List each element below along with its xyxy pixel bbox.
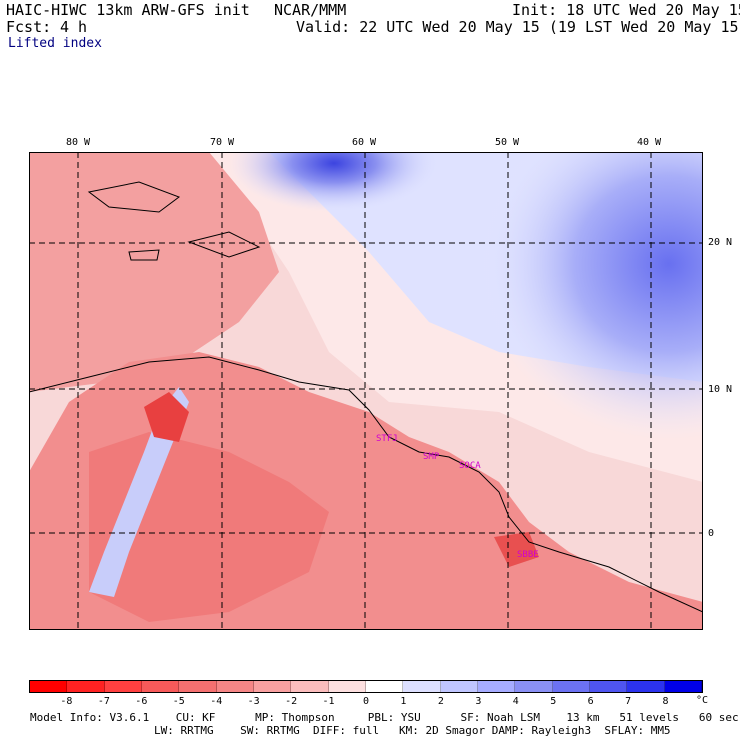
model-info-line1: Model Info: V3.6.1 CU: KF MP: Thompson P… [30, 711, 739, 724]
lifted-index-map: STFJ SMP SOCA SBBE [29, 152, 703, 630]
colorbar-tick-label: 2 [437, 696, 444, 707]
forecast-hours: 4 h [60, 18, 88, 36]
lon-label-50w: 50 W [495, 137, 520, 148]
colorbar-tick-label: 8 [662, 696, 669, 707]
colorbar-swatch [589, 681, 628, 692]
init-time: Init: 18 UTC Wed 20 May 15 [512, 1, 740, 19]
lat-label-0: 0 [708, 528, 715, 539]
colorbar-tick-label: 3 [475, 696, 482, 707]
colorbar-tick-label: -5 [172, 696, 185, 707]
colorbar-tick-label: -2 [285, 696, 298, 707]
colorbar-tick-label: -7 [97, 696, 110, 707]
colorbar-tick-label: -6 [135, 696, 148, 707]
colorbar-swatch [216, 681, 254, 692]
forecast-label: Fcst: [6, 18, 52, 36]
station-label-sbbe: SBBE [517, 550, 539, 560]
colorbar-unit: °C [696, 695, 709, 706]
lat-label-10n: 10 N [708, 384, 733, 395]
station-label-soca: SOCA [459, 461, 481, 471]
colorbar-swatch [477, 681, 516, 692]
colorbar-swatch [104, 681, 142, 692]
colorbar-swatch [403, 681, 441, 692]
colorbar [29, 680, 703, 693]
colorbar-swatch [291, 681, 329, 692]
colorbar-swatch [365, 681, 404, 692]
intense-convection-colombia [144, 392, 189, 442]
coastline [29, 356, 703, 613]
colorbar-swatch [141, 681, 180, 692]
colorbar-tick-label: -1 [322, 696, 335, 707]
colorbar-tick-label: -4 [210, 696, 223, 707]
field-name: Lifted index [8, 36, 102, 51]
lat-lon-grid [29, 152, 703, 630]
lon-label-80w: 80 W [66, 137, 91, 148]
colorbar-tick-label: -3 [247, 696, 260, 707]
warm-caribbean-region [29, 152, 279, 392]
andes-stable-strip [89, 387, 189, 597]
colorbar-tick-label: 0 [362, 696, 370, 707]
jamaica-outline [128, 249, 160, 261]
colorbar-swatch [440, 681, 478, 692]
colorbar-swatch [627, 681, 665, 692]
map-frame [29, 152, 703, 630]
colorbar-tick-label: 1 [400, 696, 407, 707]
colorbar-tick-label: 6 [587, 696, 594, 707]
colorbar-swatch [328, 681, 366, 692]
station-label-stfj: STFJ [376, 434, 398, 444]
cuba-outline [87, 181, 181, 213]
lon-label-60w: 60 W [352, 137, 377, 148]
colorbar-tick-label: 5 [550, 696, 557, 707]
colorbar-swatch [552, 681, 590, 692]
colorbar-swatch [30, 681, 68, 692]
lon-label-70w: 70 W [210, 137, 235, 148]
valid-time: Valid: 22 UTC Wed 20 May 15 (19 LST Wed … [296, 18, 740, 36]
colorbar-tick-label: -8 [60, 696, 73, 707]
model-title: HAIC-HIWC 13km ARW-GFS init [6, 1, 250, 19]
org-label: NCAR/MMM [274, 1, 347, 19]
colorbar-swatch [515, 681, 553, 692]
colorbar-swatch [67, 681, 105, 692]
colorbar-swatch [253, 681, 292, 692]
hispaniola-outline [187, 231, 261, 258]
colorbar-tick-label: 7 [625, 696, 632, 707]
colorbar-swatch [664, 681, 702, 692]
colorbar-tick-label: 4 [512, 696, 519, 707]
model-info-line2: LW: RRTMG SW: RRTMG DIFF: full KM: 2D Sm… [154, 724, 671, 737]
colorbar-swatch [179, 681, 217, 692]
lon-label-40w: 40 W [637, 137, 662, 148]
station-label-smp: SMP [423, 452, 440, 462]
lat-label-20n: 20 N [708, 237, 733, 248]
